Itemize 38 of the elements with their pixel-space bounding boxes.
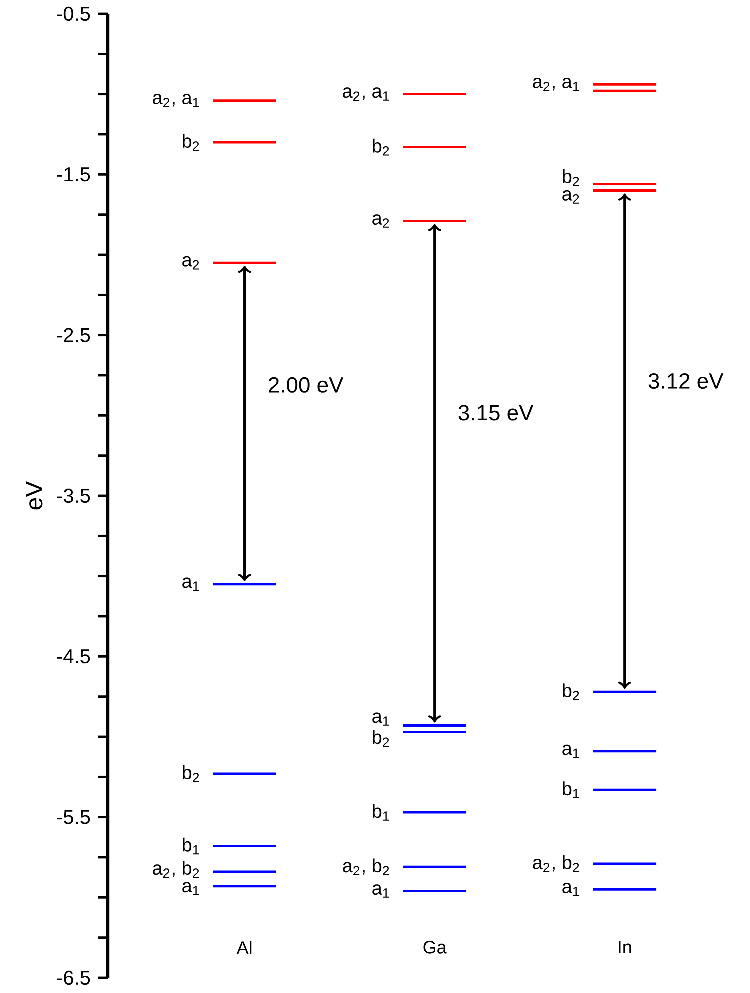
annotation: a$_{1}$ <box>182 578 200 591</box>
y-tick-label: -2.5 <box>57 328 90 342</box>
annotation: b$_{2}$ <box>563 684 580 700</box>
annotation: a$_{1}$ <box>562 744 580 758</box>
annotation: b$_{2}$ <box>563 169 580 186</box>
annotation: b$_{1}$ <box>563 782 580 798</box>
y-tick-label: -0.5 <box>57 6 90 22</box>
annotation: a$_{2}$ <box>372 214 390 228</box>
annotation: a$_{2}$, b$_{2}$ <box>153 861 200 878</box>
y-tick-label: -1.5 <box>57 168 90 182</box>
annotation: a$_{2}$, a$_{1}$ <box>153 94 200 108</box>
annotation: b$_{1}$ <box>373 804 390 821</box>
annotation: b$_{2}$ <box>373 730 390 748</box>
annotation: a$_{2}$, a$_{1}$ <box>533 78 580 92</box>
x-tick-label: Ga <box>424 941 447 954</box>
annotation: b$_{1}$ <box>183 838 200 855</box>
annotation: a$_{1}$ <box>562 883 580 896</box>
annotation: a$_{2}$ <box>562 190 580 204</box>
x-tick-label: In <box>619 941 632 954</box>
x-tick-label: Al <box>236 941 252 954</box>
y-tick-label: -3.5 <box>57 488 90 504</box>
annotation: b$_{2}$ <box>373 138 390 156</box>
y-tick-label: -4.5 <box>57 650 90 664</box>
y-axis-title: eV <box>26 481 43 510</box>
annotation: 2.00 eV <box>268 377 344 393</box>
annotation: a$_{1}$ <box>372 884 390 898</box>
annotation: a$_{1}$ <box>372 712 390 726</box>
annotation: a$_{2}$ <box>182 256 200 270</box>
annotation: a$_{2}$, b$_{2}$ <box>343 858 390 876</box>
annotation: 3.15 eV <box>458 405 534 421</box>
annotation: a$_{2}$, b$_{2}$ <box>533 855 580 872</box>
annotation: a$_{2}$, a$_{1}$ <box>343 88 390 101</box>
annotation: b$_{2}$ <box>183 766 200 782</box>
annotation: a$_{1}$ <box>182 882 200 896</box>
annotation: b$_{2}$ <box>183 134 200 151</box>
annotation: 3.12 eV <box>648 373 724 390</box>
y-tick-label: -6.5 <box>57 970 90 986</box>
y-tick-label: -5.5 <box>57 810 90 824</box>
